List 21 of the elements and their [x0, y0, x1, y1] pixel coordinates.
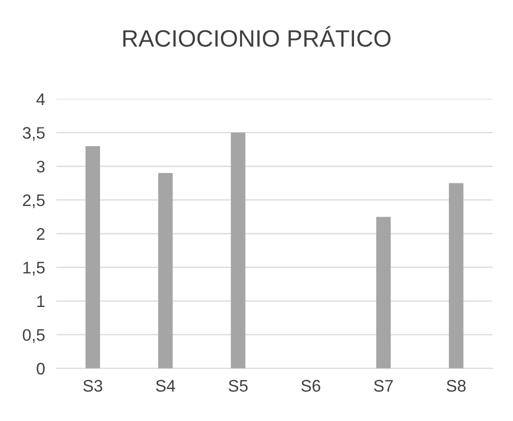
y-tick-label: 2 [36, 228, 44, 240]
y-tick-label: 1 [37, 296, 45, 308]
x-tick-label: S7 [374, 380, 393, 392]
bar [158, 173, 173, 368]
bar [86, 146, 100, 368]
bar [376, 216, 391, 368]
bar [230, 132, 246, 368]
y-tick-label: 0 [36, 362, 45, 375]
x-tick-label: S6 [301, 380, 320, 392]
x-tick-label: S8 [446, 380, 466, 392]
x-tick-label: S3 [83, 380, 102, 392]
y-tick-label: 3 [36, 160, 45, 172]
x-tick-label: S4 [156, 380, 176, 392]
y-tick-label: 2,5 [22, 194, 45, 208]
y-tick-label: 4 [36, 94, 45, 105]
bar [448, 183, 464, 368]
chart-title: RACIOCIONIO PRÁTICO [123, 26, 390, 47]
y-tick-label: 1,5 [23, 262, 45, 276]
y-tick-label: 0,5 [22, 329, 45, 343]
y-tick-label: 3,5 [22, 127, 45, 141]
x-tick-label: S5 [228, 380, 248, 392]
